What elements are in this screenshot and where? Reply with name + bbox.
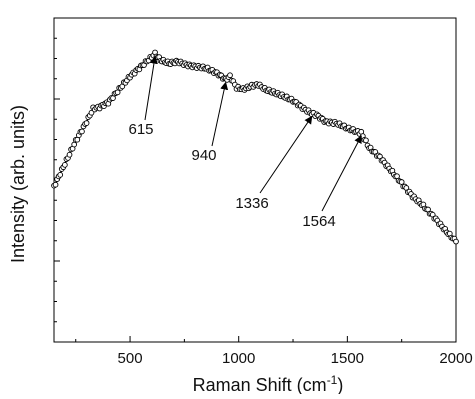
data-point	[52, 181, 59, 188]
annotation-arrow	[211, 81, 229, 147]
x-axis-title-superscript: -1	[327, 373, 338, 387]
x-tick-label: 1500	[331, 350, 364, 367]
data-point	[62, 162, 68, 168]
data-point	[66, 151, 73, 158]
data-point	[227, 72, 233, 79]
plot-border	[53, 17, 457, 343]
data-point	[57, 172, 64, 178]
x-axis-title-close: )	[337, 375, 343, 394]
x-tick-label: 500	[118, 350, 143, 367]
x-tick-label: 1000	[222, 350, 255, 367]
peak-label-1564: 1564	[302, 213, 335, 230]
x-tick-label: 2000	[439, 350, 472, 367]
x-axis-title: Raman Shift (cm-1)	[193, 373, 344, 394]
peak-label-1336: 1336	[235, 195, 268, 212]
series-layer	[51, 49, 459, 245]
data-point	[88, 109, 95, 116]
annotation-arrow	[144, 55, 158, 121]
x-axis-title-main: Raman Shift (cm	[193, 375, 327, 394]
plot-frame	[53, 17, 457, 343]
data-point	[453, 238, 459, 245]
data-point	[83, 120, 90, 126]
axis-labels: Intensity (arb. units) Raman Shift (cm-1…	[8, 105, 344, 395]
data-point	[71, 141, 78, 148]
annotation-arrow	[259, 115, 313, 194]
annotation-layer: 615 940 1336 1564	[128, 55, 362, 230]
y-axis-title: Intensity (arb. units)	[8, 105, 28, 263]
data-point	[363, 137, 369, 144]
peak-label-940: 940	[191, 147, 216, 164]
data-point	[79, 128, 85, 135]
annotation-arrow	[321, 135, 362, 212]
peak-label-615: 615	[128, 121, 153, 138]
